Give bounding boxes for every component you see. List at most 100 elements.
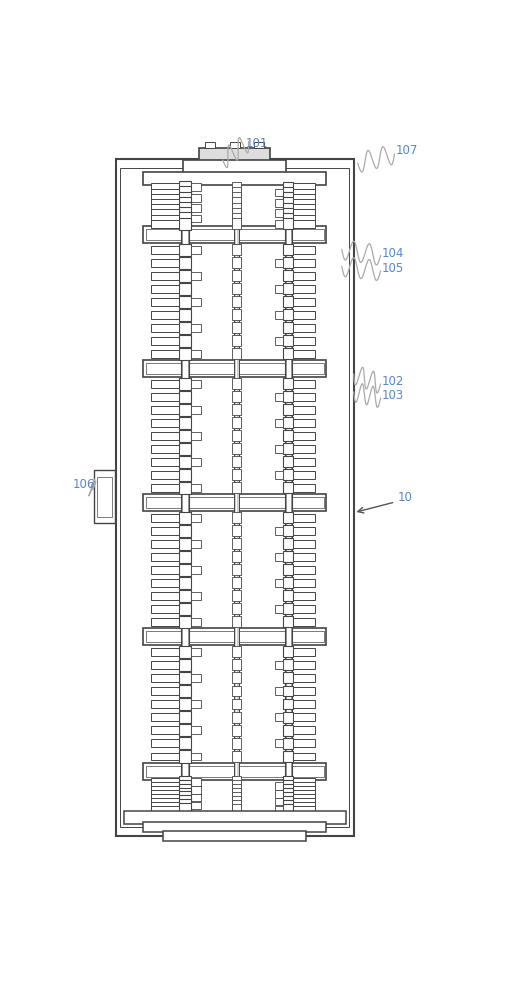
Bar (151, 189, 180, 196)
Bar (151, 311, 180, 319)
Bar (293, 514, 315, 522)
Text: 102: 102 (381, 375, 404, 388)
Bar (293, 215, 315, 222)
Bar (293, 246, 315, 254)
Bar (232, 686, 241, 696)
Bar (190, 246, 201, 254)
Bar (293, 739, 315, 747)
Bar (232, 551, 241, 562)
Bar (151, 272, 180, 280)
Bar (180, 659, 190, 671)
Bar (293, 778, 315, 786)
Bar (284, 218, 293, 229)
Bar (275, 337, 284, 345)
Bar (293, 579, 315, 587)
Bar (275, 553, 284, 561)
Bar (180, 197, 190, 209)
Bar (180, 348, 190, 360)
Bar (190, 592, 201, 600)
Bar (275, 220, 284, 228)
Bar (232, 456, 241, 467)
Bar (284, 788, 293, 799)
Bar (284, 564, 293, 575)
Bar (232, 646, 241, 657)
Bar (143, 360, 326, 377)
Bar (180, 322, 190, 334)
Bar (293, 527, 315, 535)
Bar (293, 782, 315, 790)
Bar (232, 603, 241, 614)
Bar (151, 618, 180, 626)
Bar (293, 220, 315, 228)
Text: 103: 103 (381, 389, 403, 402)
Bar (190, 432, 201, 440)
Bar (146, 631, 324, 642)
Bar (293, 798, 315, 805)
Bar (232, 800, 241, 811)
Bar (232, 751, 241, 762)
Bar (151, 259, 180, 267)
Bar (232, 203, 241, 213)
Bar (275, 739, 284, 747)
Bar (143, 226, 326, 243)
Bar (180, 799, 190, 812)
Bar (151, 798, 180, 805)
Bar (180, 181, 190, 193)
Bar (180, 776, 190, 788)
Bar (232, 525, 241, 536)
Bar (284, 792, 293, 803)
Bar (284, 391, 293, 402)
Bar (146, 229, 324, 240)
Bar (143, 763, 326, 780)
Bar (180, 417, 190, 429)
Bar (180, 788, 190, 800)
Bar (284, 784, 293, 795)
Bar (190, 194, 201, 202)
Bar (232, 672, 241, 683)
Bar (151, 753, 180, 760)
Bar (232, 788, 241, 799)
Bar (151, 674, 180, 682)
Bar (180, 430, 190, 442)
Bar (275, 393, 284, 401)
Bar (183, 160, 286, 174)
Bar (180, 469, 190, 481)
Bar (180, 212, 190, 225)
Bar (151, 726, 180, 734)
Bar (151, 380, 180, 388)
Bar (232, 590, 241, 601)
Bar (180, 603, 190, 615)
Bar (285, 185, 292, 811)
Bar (284, 616, 293, 627)
Bar (151, 739, 180, 747)
Bar (190, 540, 201, 548)
Bar (190, 298, 201, 306)
Bar (180, 616, 190, 628)
Bar (190, 674, 201, 682)
Bar (275, 471, 284, 479)
Text: 10: 10 (397, 491, 412, 504)
Bar (180, 795, 190, 808)
Bar (180, 672, 190, 684)
Bar (284, 577, 293, 588)
Bar (293, 298, 315, 306)
Bar (275, 209, 284, 217)
Bar (151, 553, 180, 561)
Bar (284, 348, 293, 359)
Bar (284, 482, 293, 493)
Bar (180, 202, 190, 214)
Bar (146, 766, 324, 777)
Bar (151, 393, 180, 401)
Bar (293, 311, 315, 319)
Bar (293, 419, 315, 427)
Bar (232, 725, 241, 736)
Bar (284, 800, 293, 811)
Bar (143, 822, 326, 832)
Bar (284, 187, 293, 198)
Bar (293, 700, 315, 708)
Bar (286, 185, 291, 811)
Bar (151, 790, 180, 798)
Bar (232, 309, 241, 320)
Bar (190, 786, 201, 794)
Bar (180, 482, 190, 494)
